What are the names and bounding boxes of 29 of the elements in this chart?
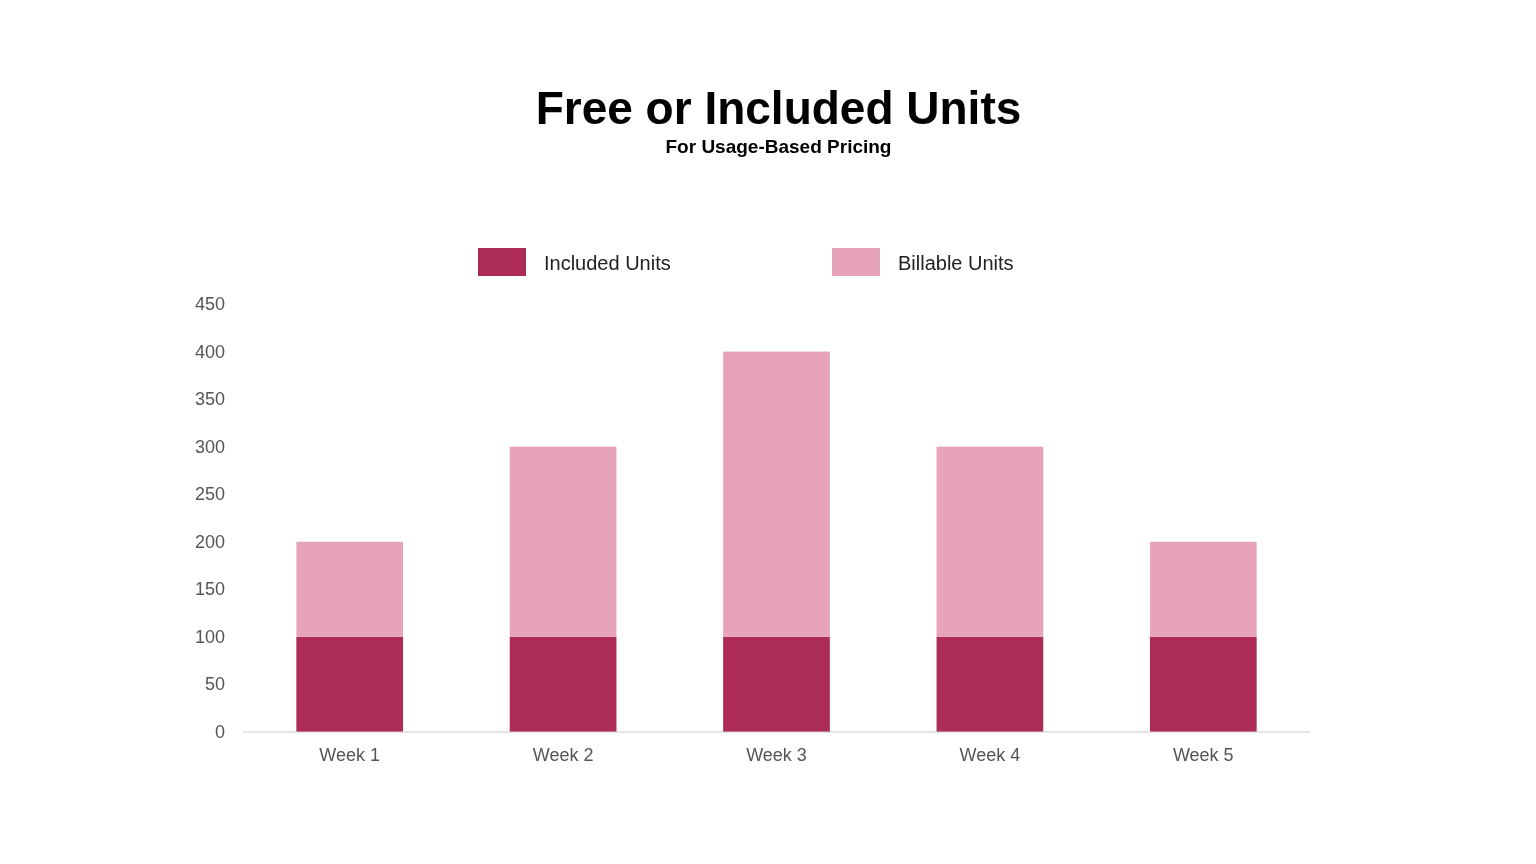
y-tick-label: 100 — [194, 626, 225, 647]
y-tick-label: 0 — [214, 722, 225, 742]
y-tick-label: 150 — [194, 579, 225, 600]
x-tick-label: Week 5 — [1172, 745, 1234, 765]
y-tick-label: 50 — [204, 674, 225, 695]
chart-title: Free or Included Units — [535, 82, 1022, 134]
bar — [509, 446, 617, 637]
legend-label: Billable Units — [898, 252, 1014, 274]
bar — [936, 636, 1044, 732]
bar — [296, 636, 404, 732]
y-tick-label: 350 — [194, 389, 225, 410]
chart-subtitle: For Usage-Based Pricing — [665, 136, 892, 157]
bar — [1149, 636, 1257, 732]
bar — [723, 351, 830, 637]
x-tick-label: Week 4 — [959, 745, 1021, 765]
bar — [936, 446, 1044, 637]
legend-label: Included Units — [544, 252, 671, 274]
y-tick-label: 400 — [194, 341, 225, 362]
y-tick-label: 200 — [194, 531, 225, 552]
y-tick-label: 450 — [194, 294, 225, 314]
bar — [509, 636, 617, 732]
x-tick-label: Week 1 — [319, 745, 381, 765]
y-tick-label: 300 — [194, 436, 225, 457]
bar — [723, 636, 830, 732]
bar — [296, 541, 404, 637]
bar — [1149, 541, 1257, 637]
x-tick-label: Week 3 — [746, 745, 807, 765]
x-tick-label: Week 2 — [532, 745, 594, 765]
y-tick-label: 250 — [194, 484, 225, 505]
